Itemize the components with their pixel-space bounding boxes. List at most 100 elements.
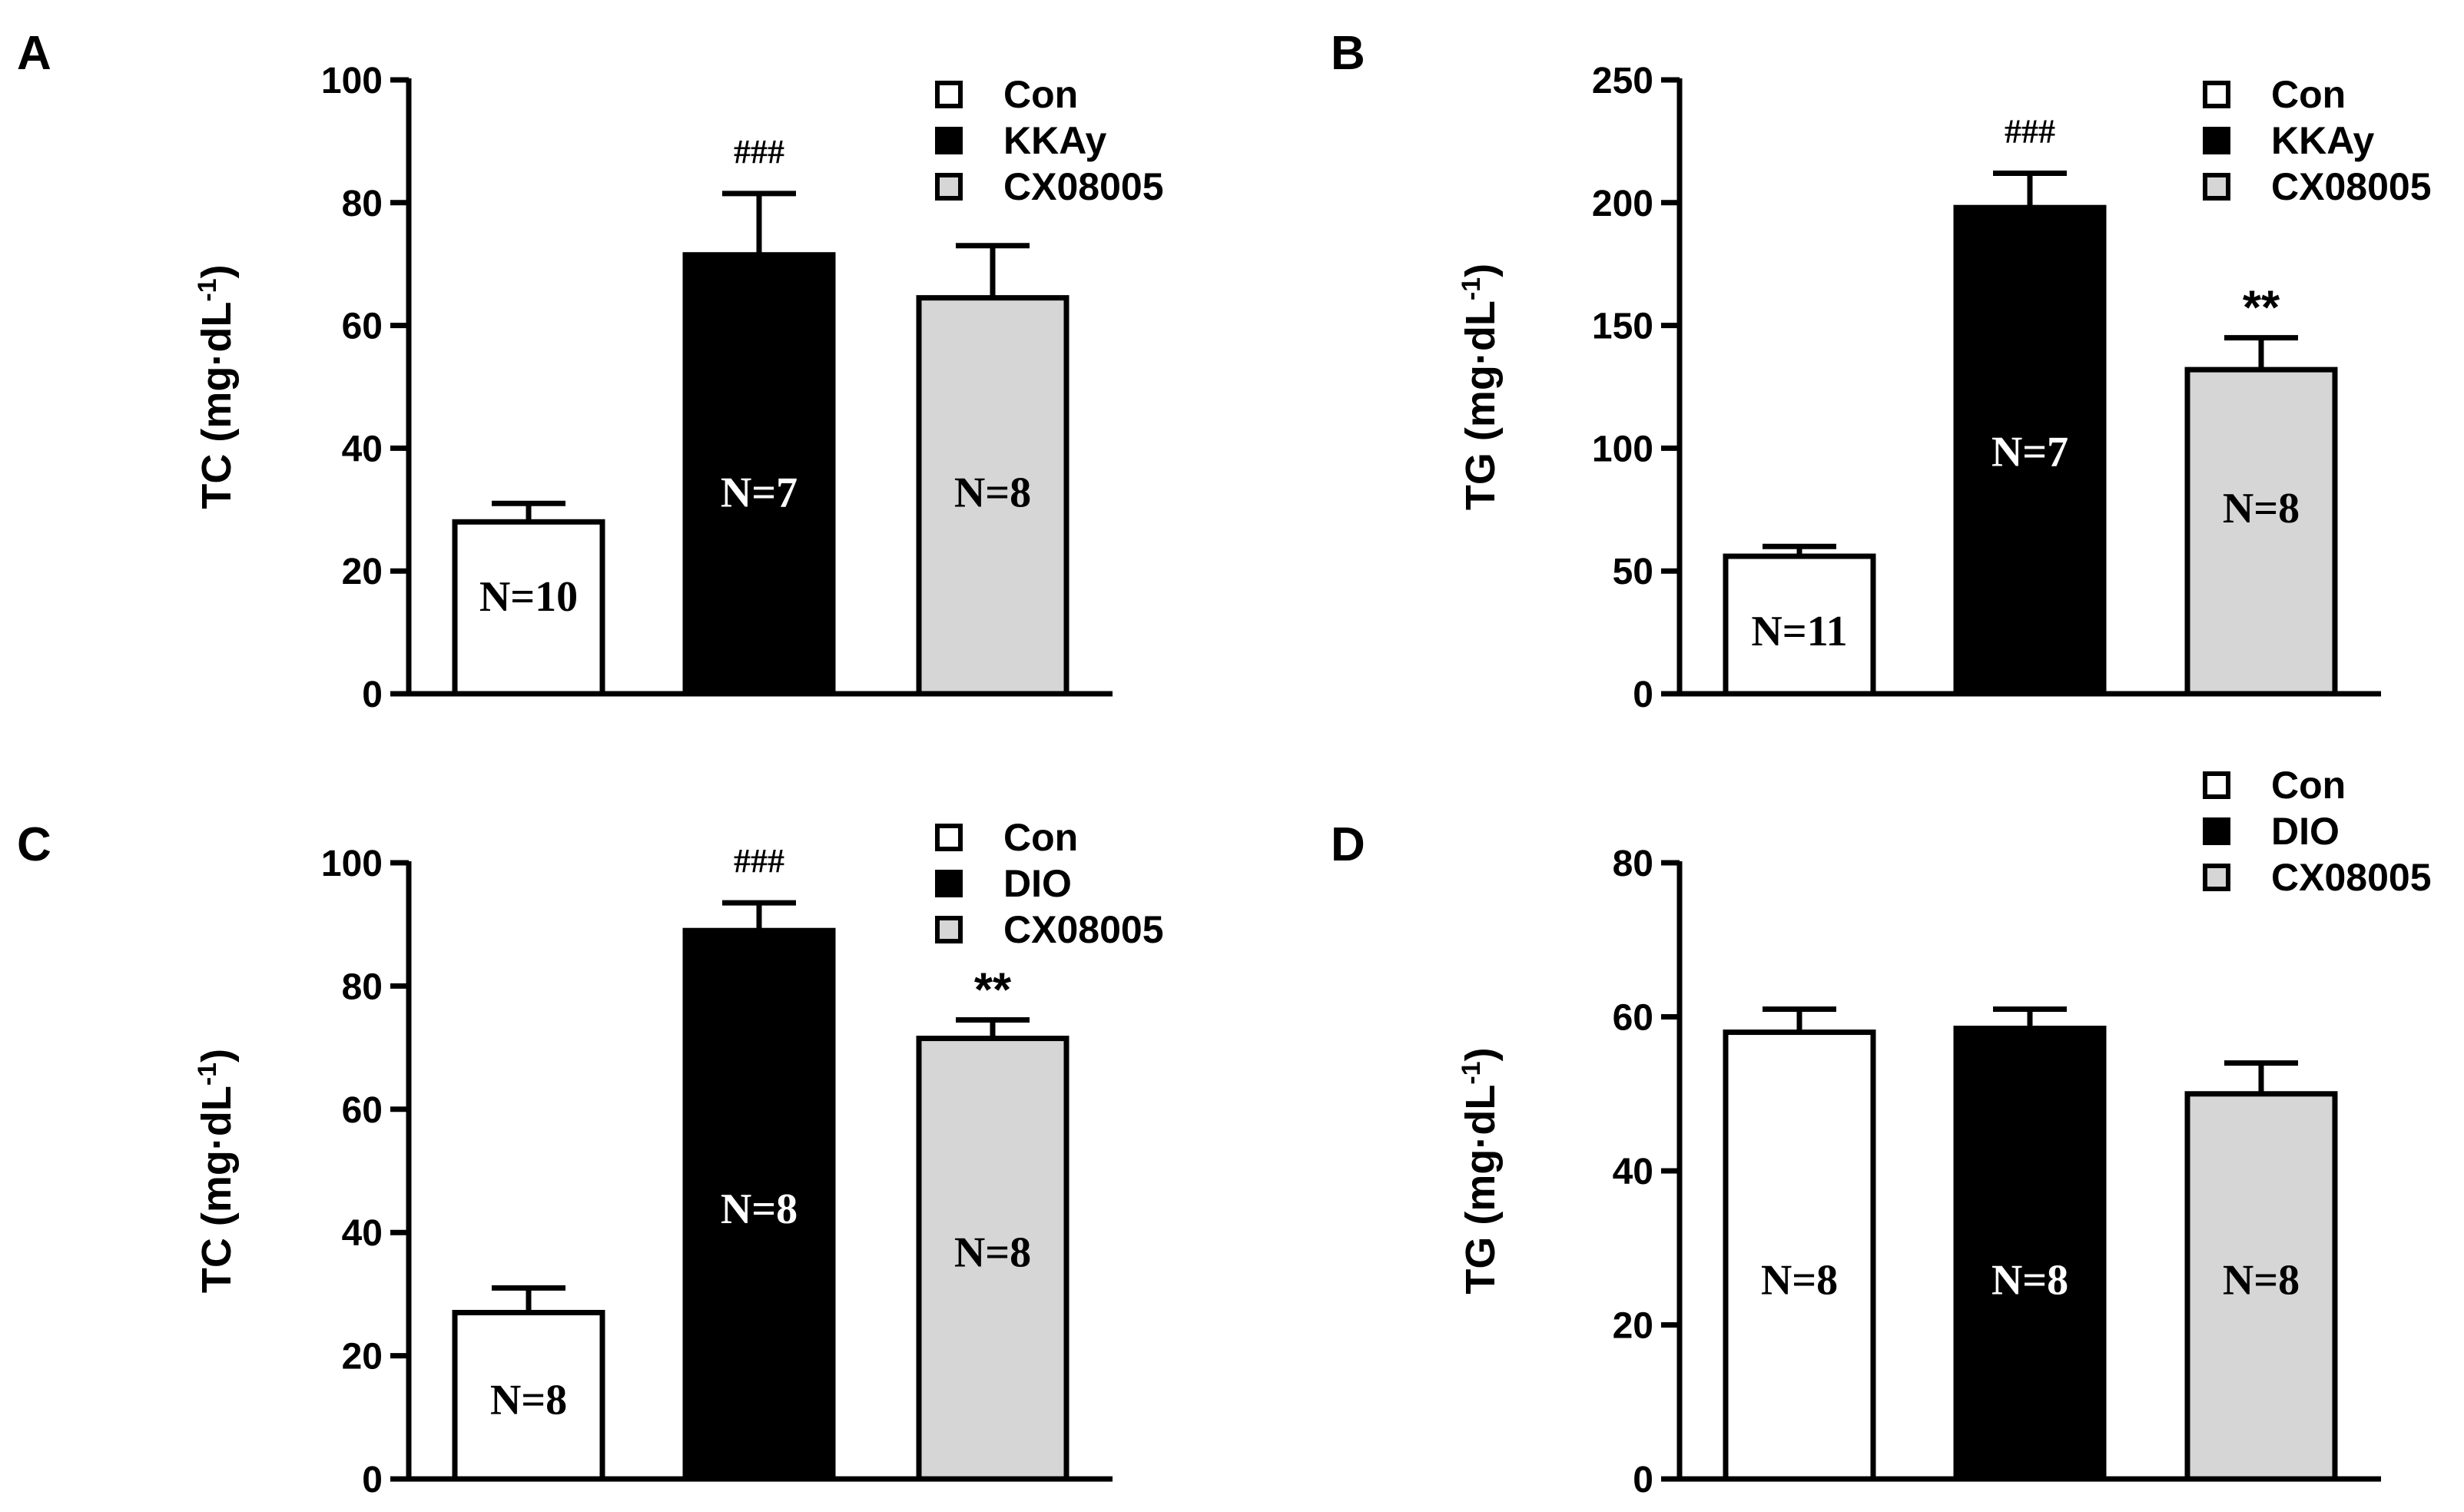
legend-label: KKAy bbox=[1003, 119, 1106, 162]
n-label: N=8 bbox=[1991, 1256, 2068, 1304]
y-axis-label-superscript: -1 bbox=[193, 278, 222, 301]
y-tick-label: 50 bbox=[1613, 552, 1653, 592]
bar-kkay bbox=[1953, 204, 2107, 697]
y-axis-label-tail: ) bbox=[1458, 264, 1504, 277]
n-label: N=8 bbox=[1761, 1256, 1838, 1304]
n-label: N=8 bbox=[721, 1185, 798, 1233]
y-axis-label-tail: ) bbox=[194, 1049, 240, 1063]
significance-mark: ### bbox=[734, 842, 784, 880]
n-label: N=8 bbox=[2223, 485, 2300, 532]
legend-label: Con bbox=[1003, 73, 1078, 116]
y-tick-label: 200 bbox=[1592, 184, 1653, 224]
y-tick-label: 40 bbox=[342, 1213, 383, 1254]
y-tick-label: 250 bbox=[1592, 61, 1653, 101]
y-axis-label-superscript: -1 bbox=[1457, 277, 1486, 300]
legend-label: CX08005 bbox=[1003, 908, 1164, 951]
bar-con bbox=[1723, 553, 1876, 697]
n-label: N=8 bbox=[954, 1228, 1031, 1276]
bar-con bbox=[452, 1309, 605, 1482]
y-axis-label-text: TC (mg·dL bbox=[194, 1086, 240, 1293]
legend-swatch bbox=[2203, 771, 2230, 799]
n-label: N=8 bbox=[490, 1377, 567, 1424]
panel-a: A 0 20 40 60 80 100 TC (mg·dL-1) N=10 N=7 ### N=8 Co… bbox=[17, 27, 1164, 715]
y-tick-label: 20 bbox=[1613, 1306, 1653, 1347]
bar-kkay bbox=[682, 252, 836, 697]
significance-mark: ### bbox=[734, 133, 784, 171]
n-label: N=10 bbox=[479, 573, 578, 621]
y-tick-label: 40 bbox=[342, 429, 383, 469]
y-axis-label: TC (mg·dL-1) bbox=[193, 1049, 240, 1293]
y-tick-label: 60 bbox=[1613, 998, 1653, 1039]
y-axis-label-tail: ) bbox=[1458, 1047, 1504, 1061]
n-label: N=8 bbox=[2223, 1256, 2300, 1304]
legend-label: Con bbox=[2271, 73, 2346, 116]
bar-cx08005 bbox=[2184, 366, 2338, 697]
n-label: N=7 bbox=[721, 469, 798, 516]
significance-mark: ** bbox=[2243, 282, 2280, 335]
y-tick-label: 60 bbox=[342, 1090, 383, 1131]
panel-letter: B bbox=[1331, 27, 1365, 80]
legend-label: DIO bbox=[2271, 810, 2340, 853]
y-axis-label-text: TG (mg·dL bbox=[1458, 300, 1504, 510]
y-tick-label: 0 bbox=[1633, 1460, 1653, 1500]
panel-letter: C bbox=[17, 818, 51, 871]
y-tick-label: 150 bbox=[1592, 307, 1653, 347]
y-tick-label: 20 bbox=[342, 552, 383, 592]
y-axis-label-superscript: -1 bbox=[1457, 1061, 1486, 1084]
y-tick-label: 100 bbox=[1592, 429, 1653, 469]
y-axis-label: TG (mg·dL-1) bbox=[1457, 264, 1504, 510]
bar-con bbox=[452, 519, 605, 697]
legend-label: Con bbox=[2271, 764, 2346, 807]
legend-label: CX08005 bbox=[2271, 165, 2432, 208]
y-axis-label-tail: ) bbox=[194, 264, 240, 278]
legend-swatch bbox=[935, 81, 963, 108]
panel-d: D 0 20 40 60 80 TG (mg·dL-1) N=8 N=8 N=8 ConDIOCX0… bbox=[1331, 764, 2432, 1500]
n-label: N=8 bbox=[954, 469, 1031, 516]
bar-con bbox=[1723, 1030, 1876, 1482]
y-axis-label-text: TG (mg·dL bbox=[1458, 1085, 1504, 1295]
y-tick-label: 0 bbox=[362, 675, 383, 715]
bar-cx08005 bbox=[916, 1036, 1070, 1482]
legend-swatch bbox=[935, 127, 963, 154]
significance-mark: ** bbox=[974, 964, 1012, 1017]
n-label: N=11 bbox=[1751, 608, 1847, 655]
y-tick-label: 60 bbox=[342, 307, 383, 347]
panel-letter: D bbox=[1331, 818, 1365, 871]
legend-label: CX08005 bbox=[2271, 856, 2432, 899]
y-tick-label: 100 bbox=[321, 61, 383, 101]
y-tick-label: 80 bbox=[342, 184, 383, 224]
panel-b: B 0 50 100 150 200 250 TG (mg·dL-1) N=11 N=7 ### N=… bbox=[1331, 27, 2432, 715]
legend-label: KKAy bbox=[2271, 119, 2374, 162]
y-tick-label: 80 bbox=[342, 967, 383, 1007]
legend-swatch bbox=[935, 870, 963, 897]
legend-swatch bbox=[2203, 817, 2230, 845]
legend-label: DIO bbox=[1003, 862, 1072, 905]
legend-swatch bbox=[2203, 127, 2230, 154]
y-tick-label: 20 bbox=[342, 1337, 383, 1378]
y-tick-label: 80 bbox=[1613, 844, 1653, 884]
y-axis-label: TC (mg·dL-1) bbox=[193, 264, 240, 509]
legend-swatch bbox=[935, 916, 963, 943]
y-tick-label: 40 bbox=[1613, 1152, 1653, 1192]
n-label: N=7 bbox=[1991, 429, 2068, 476]
bar-dio bbox=[682, 927, 836, 1482]
bar-dio bbox=[1953, 1026, 2107, 1482]
y-axis-label: TG (mg·dL-1) bbox=[1457, 1047, 1504, 1294]
legend-swatch bbox=[2203, 81, 2230, 108]
legend-swatch bbox=[935, 173, 963, 201]
y-tick-label: 0 bbox=[362, 1460, 383, 1500]
panel-c: C 0 20 40 60 80 100 TC (mg·dL-1) N=8 N=8 ### N=8 ** C… bbox=[17, 816, 1164, 1500]
legend-label: Con bbox=[1003, 816, 1078, 859]
panel-letter: A bbox=[17, 27, 51, 80]
bar-cx08005 bbox=[916, 295, 1070, 697]
y-tick-label: 100 bbox=[321, 844, 383, 884]
legend-label: CX08005 bbox=[1003, 165, 1164, 208]
y-axis-label-superscript: -1 bbox=[193, 1063, 222, 1086]
legend-swatch bbox=[2203, 173, 2230, 201]
legend-swatch bbox=[935, 824, 963, 851]
significance-mark: ### bbox=[2005, 112, 2055, 150]
y-axis-label-text: TC (mg·dL bbox=[194, 302, 240, 509]
bar-cx08005 bbox=[2184, 1091, 2338, 1482]
y-tick-label: 0 bbox=[1633, 675, 1653, 715]
